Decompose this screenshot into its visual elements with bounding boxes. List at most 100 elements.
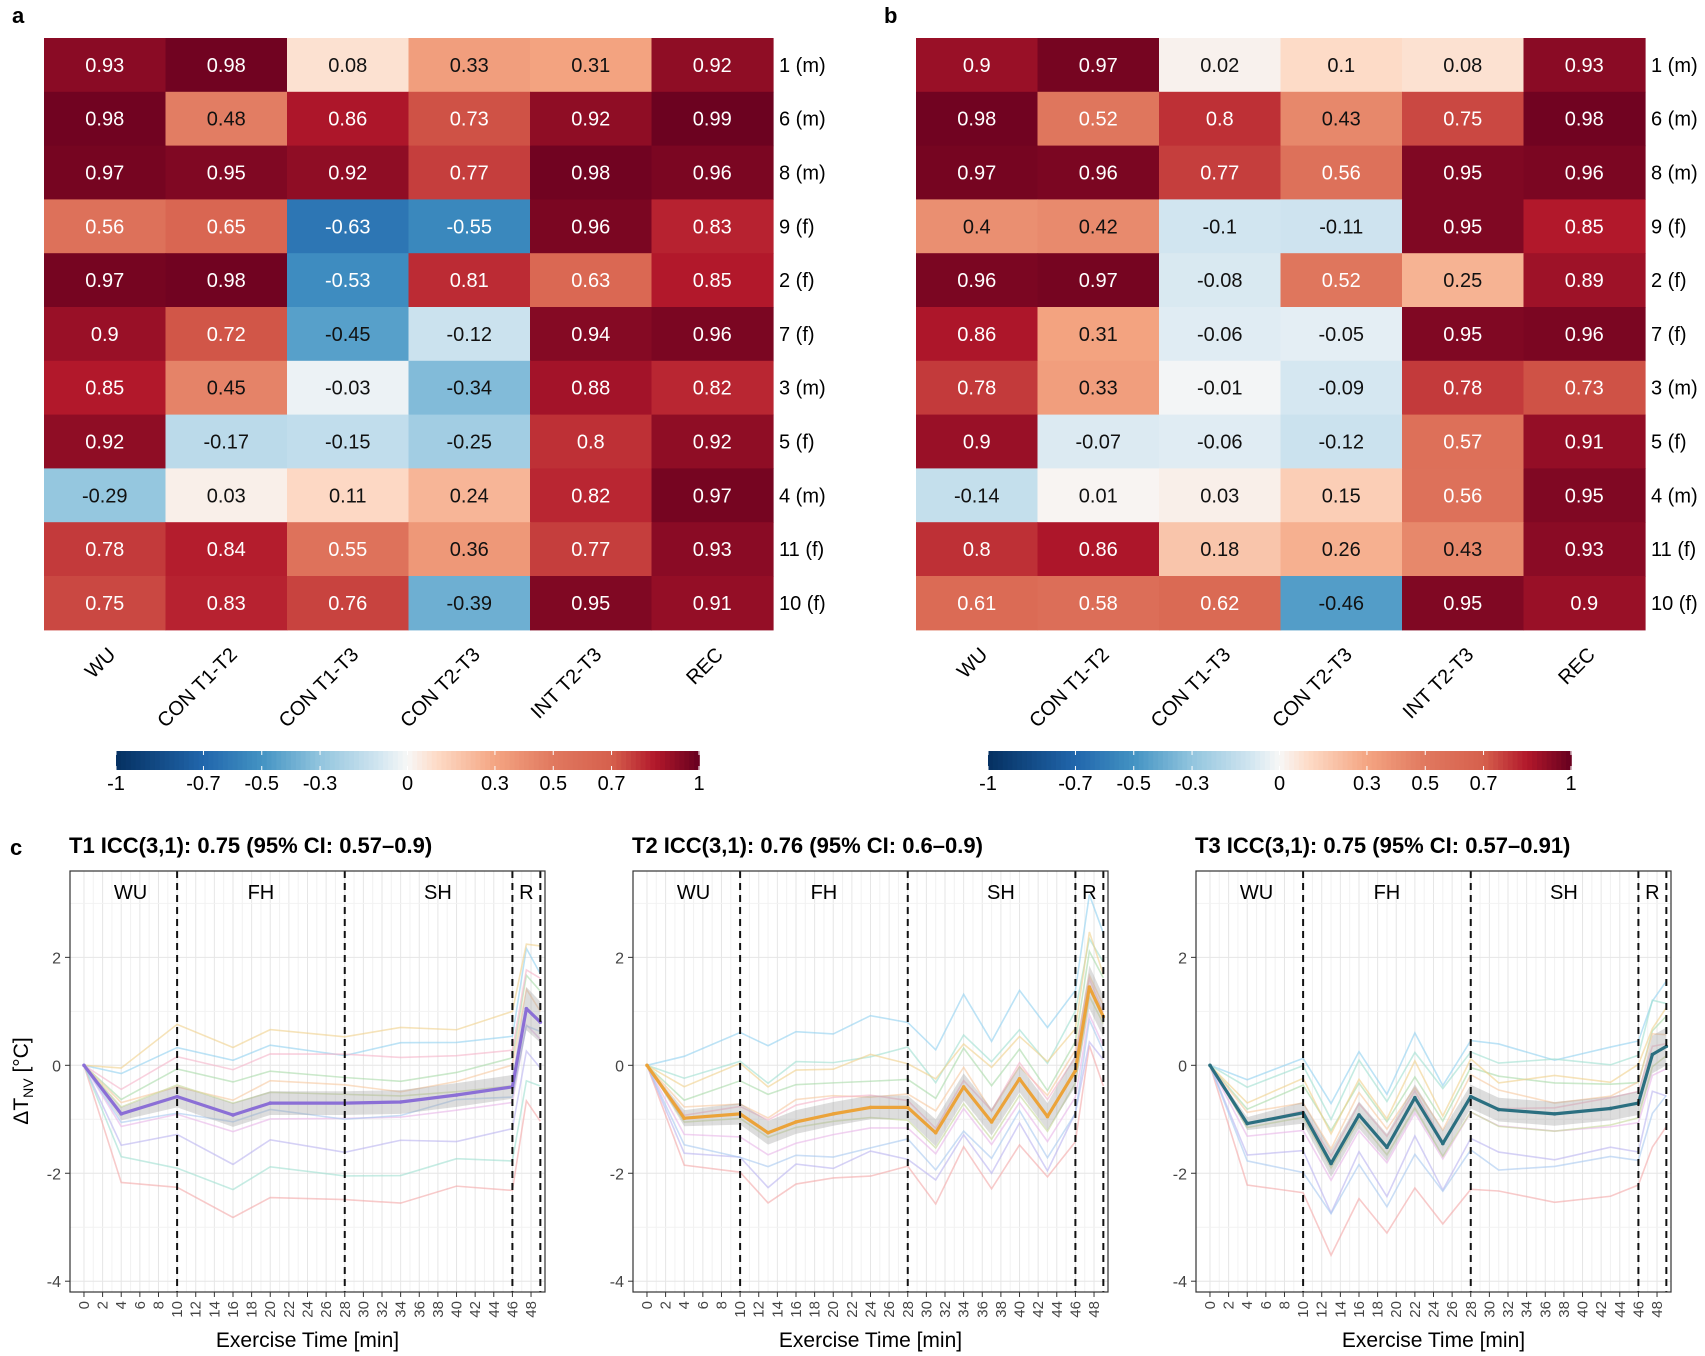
- colorbar-segment: [247, 751, 253, 770]
- cell-value: 0.36: [450, 539, 489, 561]
- colorbar-segment: [378, 751, 385, 770]
- colorbar-segment: [1328, 751, 1334, 770]
- mean-point: [1087, 985, 1092, 989]
- colorbar-segment: [188, 751, 195, 770]
- mean-point: [831, 1112, 836, 1116]
- cell-value: 0.33: [450, 55, 489, 77]
- participant-line: [646, 1012, 1105, 1156]
- x-tick-label: 2: [1221, 1301, 1238, 1309]
- heatmap-cell: [530, 414, 653, 469]
- colorbar-segment: [1444, 751, 1451, 770]
- column-label: REC: [1554, 644, 1599, 689]
- colorbar-segment: [1473, 751, 1480, 770]
- colorbar-segment: [281, 751, 287, 770]
- cell-value: 0.98: [207, 270, 246, 292]
- plot-title: T2 ICC(3,1): 0.76 (95% CI: 0.6–0.9): [632, 833, 983, 858]
- colorbar-tick-label: -0.7: [1058, 773, 1092, 795]
- x-tick-label: 34: [393, 1301, 410, 1318]
- colorbar-segment: [1065, 751, 1072, 770]
- colorbar-segment: [587, 751, 593, 770]
- colorbar-segment: [1561, 751, 1567, 770]
- colorbar-segment: [1430, 751, 1436, 770]
- heatmap-cell: [44, 468, 167, 523]
- colorbar-segment: [1410, 751, 1417, 770]
- cell-value: -0.29: [82, 485, 128, 507]
- cell-value: 0.1: [1327, 55, 1355, 77]
- cell-value: -0.07: [1075, 432, 1121, 454]
- heatmap-cell: [165, 414, 288, 469]
- colorbar-segment: [1332, 751, 1339, 770]
- cell-value: -0.06: [1197, 432, 1243, 454]
- mean-point: [933, 1130, 938, 1135]
- colorbar-segment: [125, 751, 132, 770]
- panel-label-a: a: [12, 3, 25, 28]
- heatmap-cell: [1402, 307, 1525, 362]
- heatmap-cell: [1280, 38, 1403, 93]
- heatmap-cell: [530, 199, 653, 254]
- cell-value: 0.9: [963, 55, 991, 77]
- participant-line: [646, 976, 1105, 1130]
- cell-value: 0.95: [207, 163, 246, 185]
- colorbar-segment: [592, 751, 598, 770]
- heatmap-cell: [1037, 38, 1160, 93]
- heatmap-cell: [287, 91, 410, 147]
- colorbar-segment: [689, 751, 695, 770]
- y-tick-label: 2: [1178, 950, 1187, 967]
- mean-point: [794, 1120, 798, 1124]
- x-tick-label: 48: [1649, 1301, 1666, 1318]
- participant-line: [646, 948, 1105, 1102]
- colorbar-tick-label: -1: [979, 773, 997, 795]
- x-tick-label: 0: [1202, 1301, 1219, 1309]
- phase-label: WU: [677, 882, 710, 904]
- heatmap-cell: [1523, 360, 1646, 416]
- colorbar-segment: [154, 751, 161, 770]
- x-tick-label: 42: [1593, 1301, 1610, 1318]
- cell-value: 0.84: [207, 539, 246, 561]
- x-tick-label: 48: [1086, 1301, 1103, 1318]
- mean-point: [1017, 1077, 1022, 1081]
- heatmap-cell: [165, 199, 288, 254]
- colorbar-segment: [324, 751, 331, 770]
- cell-value: 0.75: [1443, 109, 1482, 131]
- heatmap-cell: [287, 522, 410, 577]
- colorbar-segment: [1308, 751, 1315, 770]
- x-tick-label: 38: [1556, 1301, 1573, 1318]
- heatmap-cell: [1037, 468, 1160, 523]
- heatmap-cell: [165, 307, 288, 362]
- cell-value: 0.98: [1565, 109, 1604, 131]
- x-tick-label: 46: [1630, 1301, 1647, 1318]
- colorbar-segment: [514, 751, 521, 770]
- participant-line: [1209, 1064, 1667, 1182]
- cell-value: 0.42: [1079, 216, 1118, 238]
- column-label: INT T2-T3: [527, 644, 606, 723]
- colorbar-segment: [334, 751, 341, 770]
- phase-label: FH: [1374, 882, 1401, 904]
- heatmap-cell: [1280, 307, 1403, 362]
- heatmap-cell: [1159, 522, 1282, 577]
- heatmap-cell: [44, 145, 167, 200]
- colorbar-segment: [1522, 751, 1529, 770]
- mean-point: [119, 1112, 124, 1116]
- cell-value: 0.57: [1443, 432, 1482, 454]
- participant-line: [646, 1017, 1105, 1172]
- column-label: CON T2-T3: [1268, 644, 1356, 732]
- participant-line: [1209, 980, 1668, 1106]
- phase-label: WU: [1240, 882, 1273, 904]
- mean-point: [989, 1120, 994, 1124]
- colorbar-tick-label: 0.3: [1353, 773, 1381, 795]
- heatmap-cell: [1159, 576, 1282, 631]
- line-plot-1: T1 ICC(3,1): 0.75 (95% CI: 0.57–0.9) WU FH…: [47, 833, 546, 1352]
- colorbar-segment: [1143, 751, 1150, 770]
- heatmap-cell: [1523, 91, 1646, 147]
- cell-value: 0.33: [1079, 378, 1118, 400]
- column-label: CON T1-T3: [275, 644, 363, 732]
- heatmap-cell: [1037, 414, 1160, 469]
- colorbar-segment: [1206, 751, 1213, 770]
- heatmap-cell: [287, 468, 410, 523]
- x-tick-label: 32: [374, 1301, 391, 1318]
- heatmap-cell: [1523, 307, 1646, 362]
- heatmap-panel-b: b 0.9 0.97 0.02 0.1 0.08 0.93 0.98 0.52 0.8 0.43 0.…: [884, 3, 1698, 795]
- heatmap-cell: [287, 307, 410, 362]
- cell-value: 0.4: [963, 216, 991, 238]
- heatmap-cell: [916, 38, 1039, 93]
